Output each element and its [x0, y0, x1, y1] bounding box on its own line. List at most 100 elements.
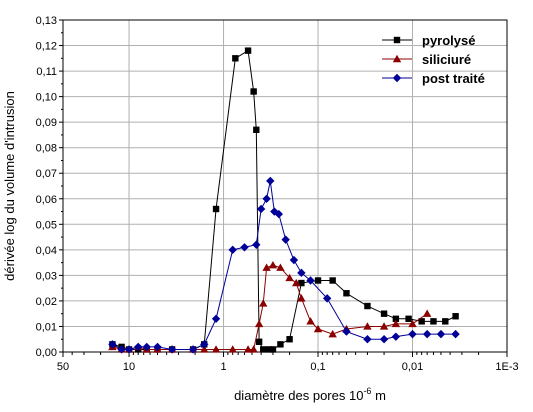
data-point: [314, 277, 322, 284]
data-point: [380, 310, 388, 317]
data-point: [277, 341, 284, 348]
data-point: [328, 329, 337, 338]
data-point: [418, 318, 425, 325]
x-tick-label: 0,01: [402, 361, 423, 373]
data-point: [286, 336, 293, 343]
data-point: [451, 329, 460, 339]
data-point: [430, 318, 437, 325]
series-group: [108, 47, 460, 354]
data-point: [342, 327, 351, 336]
data-point: [262, 194, 271, 203]
data-point: [297, 294, 306, 302]
data-point: [253, 126, 260, 134]
legend-item: pyrolysé: [382, 33, 475, 48]
data-point: [228, 245, 237, 255]
data-point: [250, 88, 257, 95]
data-point: [379, 335, 389, 344]
data-point: [391, 332, 401, 341]
data-point: [405, 315, 412, 322]
legend-swatch-marker: [393, 36, 401, 44]
data-point: [298, 279, 305, 287]
data-point: [408, 329, 417, 339]
data-point: [255, 338, 263, 345]
data-point: [252, 240, 261, 249]
data-point: [281, 235, 290, 244]
data-point: [228, 345, 237, 353]
y-tick-label: 0,09: [36, 117, 57, 129]
data-point: [259, 299, 268, 307]
data-point: [232, 55, 239, 62]
data-point: [322, 294, 332, 303]
y-tick-label: 0,00: [36, 347, 57, 359]
data-point: [153, 342, 162, 352]
y-tick-label: 0,08: [36, 143, 57, 155]
data-point: [266, 176, 275, 186]
legend-swatch-marker: [392, 73, 402, 83]
data-point: [276, 263, 285, 271]
data-point: [268, 260, 278, 269]
y-tick-label: 0,11: [36, 66, 57, 78]
data-point: [240, 243, 249, 252]
data-point: [422, 329, 432, 339]
data-point: [343, 290, 350, 297]
data-point: [292, 278, 301, 287]
y-tick-label: 0,01: [36, 321, 57, 333]
y-tick-label: 0,05: [36, 219, 57, 231]
data-point: [260, 346, 267, 353]
data-point: [142, 342, 151, 352]
x-tick-label: 50: [57, 361, 69, 373]
data-point: [313, 324, 323, 333]
data-point: [285, 273, 294, 282]
data-point: [289, 255, 299, 265]
data-point: [364, 302, 371, 310]
legend-label: pyrolysé: [422, 33, 475, 48]
data-point: [306, 276, 315, 285]
y-tick-label: 0,03: [36, 270, 57, 282]
data-point: [274, 209, 284, 219]
grid: [63, 20, 507, 352]
data-point: [363, 335, 372, 344]
data-point: [249, 345, 258, 353]
data-point: [188, 345, 198, 354]
y-tick-label: 0,04: [36, 245, 57, 257]
x-tick-label: 10: [123, 361, 135, 373]
data-point: [297, 268, 306, 278]
legend-label: siliciuré: [422, 52, 471, 67]
x-axis-title: diamètre des pores 10-6 m: [234, 386, 386, 403]
y-tick-label: 0,07: [36, 168, 57, 180]
data-point: [211, 314, 221, 323]
x-tick-label: 1E-3: [495, 361, 518, 373]
data-point: [262, 263, 271, 271]
data-point: [244, 47, 252, 54]
y-tick-label: 0,06: [36, 194, 57, 206]
data-point: [200, 340, 209, 349]
legend-swatch-marker: [392, 54, 402, 63]
legend-item: post traité: [382, 71, 485, 86]
y-tick-label: 0,10: [36, 92, 57, 104]
data-point: [442, 318, 449, 325]
data-point: [306, 317, 315, 325]
y-axis-title: dérivée log du volume d'intrusion: [2, 91, 17, 281]
x-tick-label: 1: [220, 361, 226, 373]
data-point: [134, 342, 143, 352]
data-point: [211, 345, 221, 353]
data-point: [265, 346, 273, 353]
data-point: [243, 345, 253, 353]
ticks: 0,00 0,01 0,02 0,03 0,04 0,05 0,06 0,07 0,08 0,09…: [36, 15, 519, 373]
data-point: [124, 345, 134, 354]
data-point: [269, 346, 277, 353]
x-axis-title-unit: m: [371, 388, 385, 403]
data-point: [167, 345, 177, 354]
data-point: [256, 204, 266, 214]
x-tick-label: 0,1: [310, 361, 325, 373]
y-tick-label: 0,13: [36, 15, 57, 27]
data-point: [379, 322, 389, 330]
legend: pyrolysé siliciuré post traité: [382, 33, 485, 86]
data-point: [200, 345, 209, 353]
series-2: [108, 176, 460, 354]
data-point: [363, 322, 372, 330]
data-point: [254, 319, 264, 328]
data-point: [108, 340, 117, 349]
x-axis-title-main: diamètre des pores 10: [234, 388, 363, 403]
